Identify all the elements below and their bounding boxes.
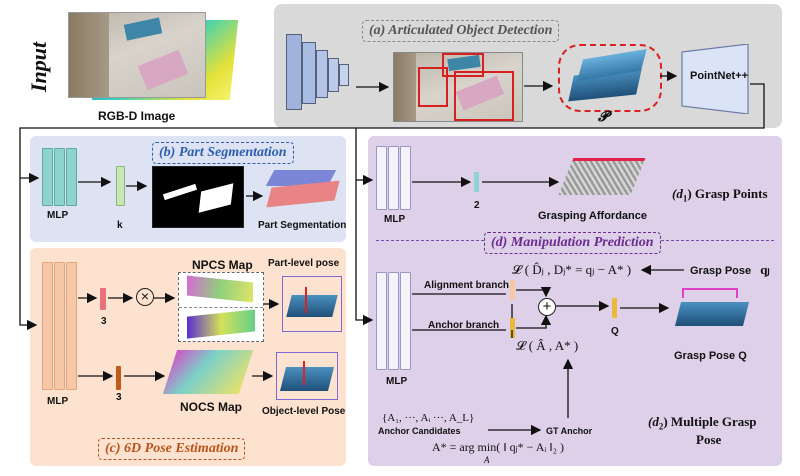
mlp-b-bar-1 xyxy=(42,148,53,206)
mlp-d2-label: MLP xyxy=(386,376,408,387)
grasp-pose-q-label: Grasp Pose Q xyxy=(674,350,747,362)
segmentation-masks xyxy=(152,166,244,228)
argmin-formula: A* = arg min( ‖ qⱼ* − Aᵢ ‖₂ ) xyxy=(432,440,564,454)
part-segmentation-label: Part Segmentation xyxy=(258,220,347,231)
panel-d-title: (d) Manipulation Prediction xyxy=(484,232,661,254)
d1-dim-label: 2 xyxy=(474,200,480,211)
bbox-2 xyxy=(442,53,484,77)
d2-title-line2: Pose xyxy=(696,432,722,447)
mlp-d2-bar-2 xyxy=(388,272,399,370)
panel-a-title: (a) Articulated Object Detection xyxy=(362,20,560,42)
mlp-d2-bar-3 xyxy=(400,272,411,370)
mlp-d1-bar-3 xyxy=(400,146,411,210)
rgbd-image-label: RGB-D Image xyxy=(98,109,176,123)
object-pose-label: Object-level Pose xyxy=(262,406,346,417)
mlp-d2-bar-1 xyxy=(376,272,387,370)
anchor-branch-label: Anchor branch xyxy=(428,320,500,331)
k-bar xyxy=(116,166,125,206)
point-cloud-crop xyxy=(558,44,662,112)
bbox-3 xyxy=(454,71,514,121)
mlp-c-label: MLP xyxy=(47,396,69,407)
loss-a: 𝓛 ( Â , A* ) xyxy=(516,338,579,353)
detection-image xyxy=(393,52,523,122)
pointnet-label: PointNet++ xyxy=(690,70,749,82)
detection-network xyxy=(286,28,356,118)
nocs-label: NOCS Map xyxy=(180,400,243,414)
anchor-candidates-label: Anchor Candidates xyxy=(378,426,461,436)
d2-title: (d2) Multiple Grasp xyxy=(648,414,757,432)
anchor-set: {A₁, ···, Aᵢ ···, A_L} xyxy=(382,412,475,424)
part-pose-label: Part-level pose xyxy=(268,258,340,269)
grasp-pose-label: Grasp Pose qⱼ xyxy=(690,262,770,277)
panel-c-title: (c) 6D Pose Estimation xyxy=(98,438,246,460)
object-pose-shape xyxy=(276,352,338,400)
d1-dim-bar xyxy=(474,172,479,192)
mlp-c-bar-1 xyxy=(42,262,53,390)
gt-anchor-label: GT Anchor xyxy=(546,426,593,436)
table-edge xyxy=(69,13,109,97)
mlp-d1-bar-2 xyxy=(388,146,399,210)
npcs-dim-bar xyxy=(100,288,106,310)
mlp-b-label: MLP xyxy=(47,210,69,221)
k-label: k xyxy=(117,220,123,231)
rgb-image xyxy=(68,12,206,98)
panel-b-title: (b) Part Segmentation xyxy=(152,142,294,164)
mlp-b-bar-3 xyxy=(66,148,77,206)
d1-title: (d1) Grasp Points xyxy=(672,186,768,204)
nocs-map xyxy=(162,350,254,394)
mlp-c-bar-2 xyxy=(54,262,65,390)
point-cloud-symbol: 𝓟 xyxy=(598,110,609,125)
multiply-icon: × xyxy=(136,288,154,306)
mlp-d1-bar-1 xyxy=(376,146,387,210)
pink-case xyxy=(137,49,189,91)
affordance-label: Grasping Affordance xyxy=(538,210,647,222)
alignment-branch-label: Alignment branch xyxy=(424,280,510,291)
segmentation-output-shape xyxy=(264,168,340,208)
npcs-label: NPCS Map xyxy=(192,258,253,272)
mlp-d1-label: MLP xyxy=(384,214,406,225)
nocs-dim-bar xyxy=(116,366,121,390)
part-pose-shape xyxy=(282,276,342,332)
npcs-maps xyxy=(178,272,264,342)
anchor-bar xyxy=(510,318,515,338)
argmin-sub: A xyxy=(484,455,490,465)
q-label: Q xyxy=(611,326,619,337)
mlp-b-bar-2 xyxy=(54,148,65,206)
nocs-dim-label: 3 xyxy=(116,392,122,403)
loss-d: 𝓛 ( D̂ⱼ , Dⱼ* = qⱼ − A* ) xyxy=(512,262,632,277)
q-bar xyxy=(612,298,617,318)
mlp-c-bar-3 xyxy=(66,262,77,390)
input-title: Input xyxy=(26,41,51,92)
affordance-point-cloud xyxy=(558,158,646,195)
blue-case xyxy=(123,17,163,41)
alignment-bar xyxy=(510,280,515,300)
grasp-pose-shape xyxy=(672,284,754,332)
sum-icon: + xyxy=(538,298,556,316)
npcs-dim-label: 3 xyxy=(101,316,107,327)
